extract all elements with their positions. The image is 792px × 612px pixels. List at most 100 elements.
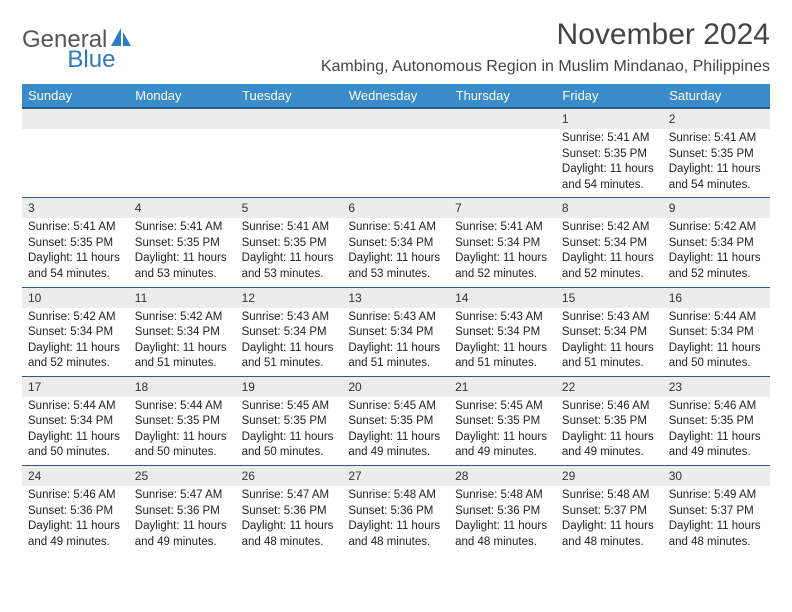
daylight-text: Daylight: 11 hours and 53 minutes. <box>242 251 337 282</box>
daylight-text: Daylight: 11 hours and 49 minutes. <box>135 519 230 550</box>
sunset-text: Sunset: 5:35 PM <box>669 147 764 163</box>
sunrise-text: Sunrise: 5:41 AM <box>242 220 337 236</box>
day-number: 12 <box>236 288 343 308</box>
daylight-text: Daylight: 11 hours and 54 minutes. <box>669 162 764 193</box>
sunrise-text: Sunrise: 5:41 AM <box>135 220 230 236</box>
sunrise-text: Sunrise: 5:42 AM <box>28 310 123 326</box>
daylight-text: Daylight: 11 hours and 49 minutes. <box>348 430 443 461</box>
calendar-day <box>342 108 449 198</box>
calendar-day: 4Sunrise: 5:41 AMSunset: 5:35 PMDaylight… <box>129 198 236 287</box>
sunrise-text: Sunrise: 5:43 AM <box>562 310 657 326</box>
calendar-day: 21Sunrise: 5:45 AMSunset: 5:35 PMDayligh… <box>449 376 556 465</box>
day-number: 4 <box>129 198 236 218</box>
day-number: 13 <box>342 288 449 308</box>
day-content: Sunrise: 5:48 AMSunset: 5:36 PMDaylight:… <box>449 486 556 554</box>
calendar-day: 10Sunrise: 5:42 AMSunset: 5:34 PMDayligh… <box>22 287 129 376</box>
day-header: Thursday <box>449 84 556 108</box>
calendar-day: 5Sunrise: 5:41 AMSunset: 5:35 PMDaylight… <box>236 198 343 287</box>
sunrise-text: Sunrise: 5:44 AM <box>135 399 230 415</box>
day-content: Sunrise: 5:43 AMSunset: 5:34 PMDaylight:… <box>556 308 663 376</box>
day-number: 30 <box>663 466 770 486</box>
daylight-text: Daylight: 11 hours and 49 minutes. <box>455 430 550 461</box>
calendar-day: 22Sunrise: 5:46 AMSunset: 5:35 PMDayligh… <box>556 376 663 465</box>
day-content: Sunrise: 5:43 AMSunset: 5:34 PMDaylight:… <box>449 308 556 376</box>
daylight-text: Daylight: 11 hours and 52 minutes. <box>28 341 123 372</box>
day-header: Tuesday <box>236 84 343 108</box>
calendar-day: 24Sunrise: 5:46 AMSunset: 5:36 PMDayligh… <box>22 466 129 555</box>
calendar-day: 16Sunrise: 5:44 AMSunset: 5:34 PMDayligh… <box>663 287 770 376</box>
sunset-text: Sunset: 5:35 PM <box>135 414 230 430</box>
title-block: November 2024 Kambing, Autonomous Region… <box>321 18 770 76</box>
calendar-day: 18Sunrise: 5:44 AMSunset: 5:35 PMDayligh… <box>129 376 236 465</box>
day-number: 2 <box>663 109 770 129</box>
sunset-text: Sunset: 5:36 PM <box>348 504 443 520</box>
day-content: Sunrise: 5:48 AMSunset: 5:37 PMDaylight:… <box>556 486 663 554</box>
calendar-day: 6Sunrise: 5:41 AMSunset: 5:34 PMDaylight… <box>342 198 449 287</box>
sunset-text: Sunset: 5:34 PM <box>455 325 550 341</box>
calendar-day: 29Sunrise: 5:48 AMSunset: 5:37 PMDayligh… <box>556 466 663 555</box>
daylight-text: Daylight: 11 hours and 50 minutes. <box>242 430 337 461</box>
sunrise-text: Sunrise: 5:43 AM <box>242 310 337 326</box>
day-number: 17 <box>22 377 129 397</box>
sunrise-text: Sunrise: 5:41 AM <box>669 131 764 147</box>
day-number: 15 <box>556 288 663 308</box>
sunrise-text: Sunrise: 5:47 AM <box>242 488 337 504</box>
day-content: Sunrise: 5:43 AMSunset: 5:34 PMDaylight:… <box>236 308 343 376</box>
daylight-text: Daylight: 11 hours and 52 minutes. <box>669 251 764 282</box>
calendar-day: 27Sunrise: 5:48 AMSunset: 5:36 PMDayligh… <box>342 466 449 555</box>
daylight-text: Daylight: 11 hours and 50 minutes. <box>28 430 123 461</box>
sunset-text: Sunset: 5:35 PM <box>562 414 657 430</box>
daylight-text: Daylight: 11 hours and 50 minutes. <box>669 341 764 372</box>
sunrise-text: Sunrise: 5:48 AM <box>562 488 657 504</box>
day-content: Sunrise: 5:49 AMSunset: 5:37 PMDaylight:… <box>663 486 770 554</box>
calendar-day: 14Sunrise: 5:43 AMSunset: 5:34 PMDayligh… <box>449 287 556 376</box>
calendar-day: 30Sunrise: 5:49 AMSunset: 5:37 PMDayligh… <box>663 466 770 555</box>
day-number: 10 <box>22 288 129 308</box>
day-content: Sunrise: 5:41 AMSunset: 5:34 PMDaylight:… <box>342 218 449 286</box>
daylight-text: Daylight: 11 hours and 48 minutes. <box>455 519 550 550</box>
daylight-text: Daylight: 11 hours and 49 minutes. <box>669 430 764 461</box>
sunset-text: Sunset: 5:35 PM <box>28 236 123 252</box>
day-content: Sunrise: 5:41 AMSunset: 5:35 PMDaylight:… <box>556 129 663 197</box>
daylight-text: Daylight: 11 hours and 52 minutes. <box>455 251 550 282</box>
calendar-table: SundayMondayTuesdayWednesdayThursdayFrid… <box>22 84 770 554</box>
calendar-week: 17Sunrise: 5:44 AMSunset: 5:34 PMDayligh… <box>22 376 770 465</box>
calendar-day: 2 Sunrise: 5:41 AMSunset: 5:35 PMDaylight… <box>663 108 770 198</box>
day-number-empty <box>22 109 129 129</box>
sunrise-text: Sunrise: 5:41 AM <box>28 220 123 236</box>
day-content: Sunrise: 5:46 AMSunset: 5:35 PMDaylight:… <box>663 397 770 465</box>
calendar-day: 15Sunrise: 5:43 AMSunset: 5:34 PMDayligh… <box>556 287 663 376</box>
sunset-text: Sunset: 5:36 PM <box>135 504 230 520</box>
sunrise-text: Sunrise: 5:45 AM <box>348 399 443 415</box>
sunset-text: Sunset: 5:34 PM <box>562 325 657 341</box>
calendar-day: 26Sunrise: 5:47 AMSunset: 5:36 PMDayligh… <box>236 466 343 555</box>
calendar-week: 24Sunrise: 5:46 AMSunset: 5:36 PMDayligh… <box>22 466 770 555</box>
sunrise-text: Sunrise: 5:48 AM <box>348 488 443 504</box>
calendar-day: 13Sunrise: 5:43 AMSunset: 5:34 PMDayligh… <box>342 287 449 376</box>
sunset-text: Sunset: 5:35 PM <box>669 414 764 430</box>
day-number: 27 <box>342 466 449 486</box>
calendar-day: 12Sunrise: 5:43 AMSunset: 5:34 PMDayligh… <box>236 287 343 376</box>
daylight-text: Daylight: 11 hours and 48 minutes. <box>669 519 764 550</box>
day-number: 19 <box>236 377 343 397</box>
sunrise-text: Sunrise: 5:45 AM <box>242 399 337 415</box>
day-number-empty <box>129 109 236 129</box>
day-number: 9 <box>663 198 770 218</box>
sunrise-text: Sunrise: 5:41 AM <box>348 220 443 236</box>
calendar-week: 3Sunrise: 5:41 AMSunset: 5:35 PMDaylight… <box>22 198 770 287</box>
sunset-text: Sunset: 5:34 PM <box>348 236 443 252</box>
sunset-text: Sunset: 5:35 PM <box>348 414 443 430</box>
sunrise-text: Sunrise: 5:48 AM <box>455 488 550 504</box>
day-header: Friday <box>556 84 663 108</box>
daylight-text: Daylight: 11 hours and 52 minutes. <box>562 251 657 282</box>
sunset-text: Sunset: 5:34 PM <box>348 325 443 341</box>
day-number: 26 <box>236 466 343 486</box>
day-number: 29 <box>556 466 663 486</box>
daylight-text: Daylight: 11 hours and 51 minutes. <box>348 341 443 372</box>
day-number: 20 <box>342 377 449 397</box>
calendar-day: 28Sunrise: 5:48 AMSunset: 5:36 PMDayligh… <box>449 466 556 555</box>
sunset-text: Sunset: 5:35 PM <box>242 414 337 430</box>
calendar-day <box>129 108 236 198</box>
day-content: Sunrise: 5:41 AMSunset: 5:35 PMDaylight:… <box>22 218 129 286</box>
sunrise-text: Sunrise: 5:42 AM <box>135 310 230 326</box>
